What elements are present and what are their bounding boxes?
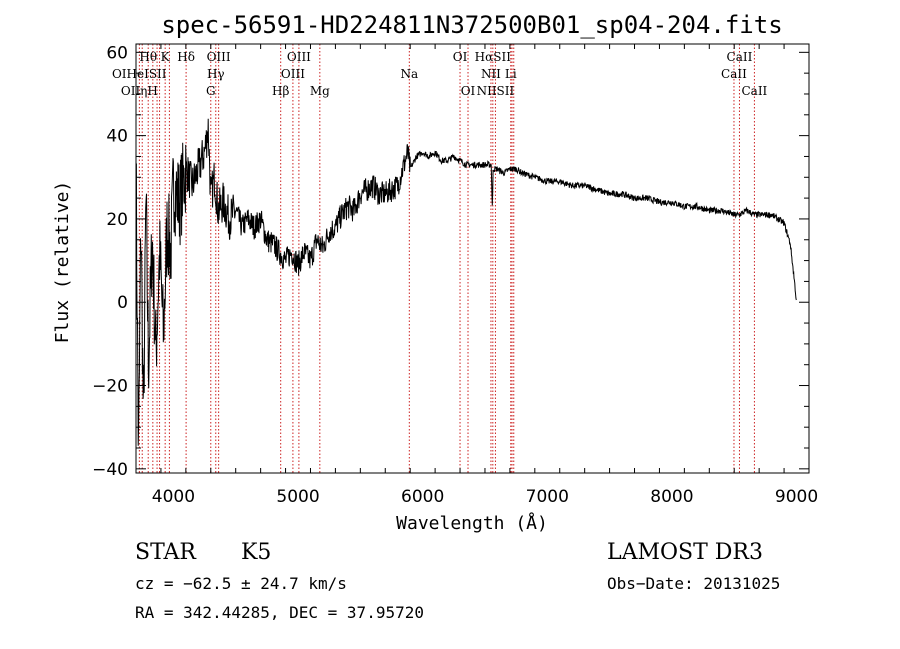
y-tick-label: 0 — [117, 293, 128, 313]
x-tick-label: 7000 — [526, 487, 569, 507]
line-label: Mg — [310, 84, 330, 98]
x-axis-label: Wavelength (Å) — [396, 512, 548, 534]
y-tick-label: 40 — [106, 127, 128, 147]
emission-line-labels: Hθ K Hδ OIII OIII OI HαSII CaII OIHeISII Hγ OIII Na… — [112, 50, 768, 98]
line-label: OIII — [207, 50, 231, 64]
x-tick-label: 9000 — [775, 487, 818, 507]
y-tick-label: 60 — [106, 43, 128, 63]
x-axis-ticks: 4000 5000 6000 7000 8000 9000 — [135, 44, 818, 507]
line-label: OIIηH — [121, 84, 158, 98]
x-tick-label: 6000 — [401, 487, 444, 507]
line-label: CaII — [721, 67, 747, 81]
x-tick-label: 8000 — [650, 487, 693, 507]
plot-frame — [135, 43, 810, 474]
emission-line-markers — [138, 44, 755, 473]
object-class: STAR — [135, 540, 196, 565]
line-label: Hγ — [207, 67, 225, 81]
line-label: Hδ — [177, 50, 195, 64]
coordinates: RA = 342.44285, DEC = 37.95720 — [135, 603, 424, 622]
line-label: K — [161, 50, 171, 64]
line-label: CaII — [741, 84, 767, 98]
x-tick-label: 5000 — [276, 487, 319, 507]
line-label: G — [206, 84, 216, 98]
y-tick-label: −20 — [92, 377, 128, 397]
line-label: Li — [505, 67, 517, 81]
line-label: OIII — [281, 67, 305, 81]
line-label: NIISII — [477, 84, 515, 98]
line-label: OIII — [287, 50, 311, 64]
line-label: OI — [461, 84, 476, 98]
line-label: HαSII — [475, 50, 512, 64]
survey-name: LAMOST DR3 — [607, 540, 763, 565]
chart-title: spec-56591-HD224811N372500B01_sp04-204.f… — [161, 11, 782, 39]
observation-date: Obs−Date: 20131025 — [607, 574, 781, 593]
redshift-cz: cz = −62.5 ± 24.7 km/s — [135, 574, 347, 593]
spectral-subclass: K5 — [241, 540, 272, 565]
y-axis-ticks: −40 −20 0 20 40 60 — [92, 43, 809, 480]
line-label: CaII — [727, 50, 753, 64]
spectrum-line — [135, 118, 797, 446]
line-label: Na — [400, 67, 418, 81]
y-tick-label: 20 — [106, 210, 128, 230]
line-label: NII — [481, 67, 501, 81]
line-label: OI — [453, 50, 468, 64]
line-label: Hβ — [272, 84, 289, 98]
line-label: Hθ — [139, 50, 157, 64]
line-label: OIHeISII — [112, 67, 167, 81]
y-tick-label: −40 — [92, 460, 128, 480]
x-tick-label: 4000 — [152, 487, 195, 507]
y-axis-label: Flux (relative) — [52, 181, 73, 344]
